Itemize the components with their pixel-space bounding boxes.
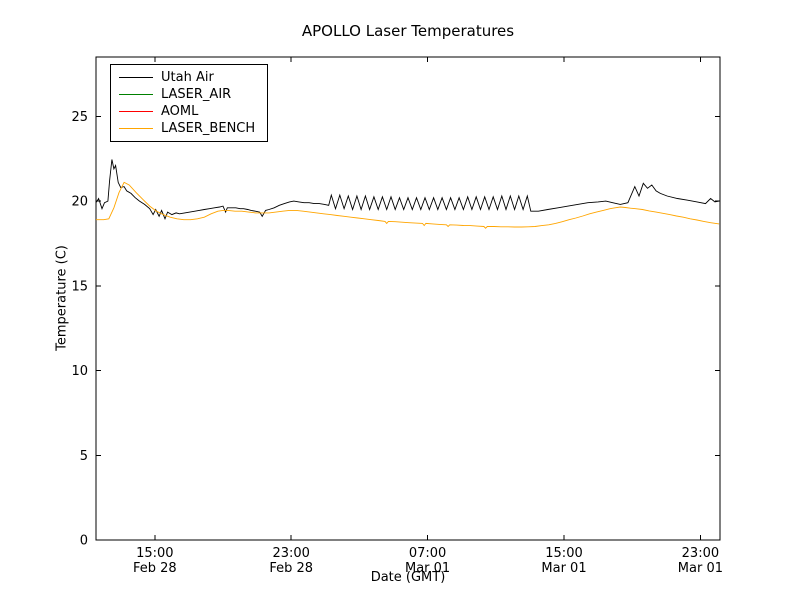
legend-line-sample bbox=[119, 128, 153, 129]
x-tick-label-date: Mar 01 bbox=[541, 561, 586, 576]
legend-item: LASER_AIR bbox=[119, 87, 255, 102]
axes-frame bbox=[95, 56, 721, 541]
y-axis-label: Temperature (C) bbox=[54, 245, 70, 351]
x-tick-label-date: Mar 01 bbox=[405, 561, 450, 576]
legend-label: LASER_AIR bbox=[161, 87, 232, 102]
x-tick-label-time: 15:00 bbox=[136, 546, 173, 561]
legend-item: Utah Air bbox=[119, 70, 255, 85]
x-tick-label-time: 07:00 bbox=[409, 546, 446, 561]
series-line-laser_bench bbox=[96, 181, 720, 229]
legend-label: Utah Air bbox=[161, 70, 214, 85]
legend-line-sample bbox=[119, 111, 153, 112]
x-tick-label-time: 23:00 bbox=[272, 546, 309, 561]
x-axis-label: Date (GMT) bbox=[370, 570, 446, 585]
x-tick-label-time: 23:00 bbox=[682, 546, 719, 561]
chart-title: APOLLO Laser Temperatures bbox=[301, 22, 515, 40]
x-tick-label-time: 15:00 bbox=[545, 546, 582, 561]
legend-item: LASER_BENCH bbox=[119, 121, 255, 136]
legend-line-sample bbox=[119, 77, 153, 78]
y-tick-label: 0 bbox=[80, 534, 88, 549]
legend-line-sample bbox=[119, 94, 153, 95]
y-tick-label: 25 bbox=[71, 110, 88, 125]
x-tick-label-date: Feb 28 bbox=[269, 561, 313, 576]
legend: Utah Air LASER_AIR AOML LASER_BENCH bbox=[110, 64, 269, 142]
x-tick-label-date: Feb 28 bbox=[133, 561, 177, 576]
y-tick-label: 5 bbox=[80, 449, 88, 464]
y-tick-label: 15 bbox=[71, 279, 88, 294]
legend-label: LASER_BENCH bbox=[161, 121, 256, 136]
x-tick-label-date: Mar 01 bbox=[678, 561, 723, 576]
y-tick-label: 20 bbox=[71, 195, 88, 210]
legend-label: AOML bbox=[161, 104, 199, 119]
series-line-utah-air bbox=[95, 159, 720, 221]
legend-item: AOML bbox=[119, 104, 255, 119]
y-tick-label: 10 bbox=[71, 364, 88, 379]
